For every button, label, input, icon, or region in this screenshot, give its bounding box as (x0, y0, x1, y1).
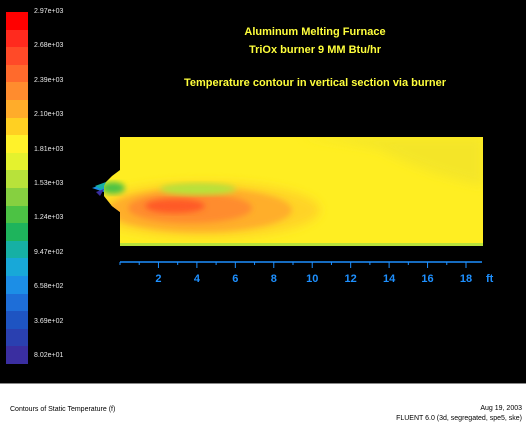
plot-area[interactable]: 2.97e+03 2.68e+03 2.39e+03 2.10e+03 1.81e+03… (0, 0, 526, 383)
temperature-contour (92, 137, 483, 246)
colorbar-label: 8.02e+01 (34, 352, 64, 359)
colorbar-segment (6, 170, 28, 189)
colorbar-label: 1.81e+03 (34, 145, 64, 153)
axis-tick-label: 8 (271, 273, 277, 285)
axis-unit-label: ft (486, 273, 494, 285)
colorbar-segment (6, 258, 28, 277)
axis-tick-label: 18 (460, 273, 472, 285)
core-flame-zone (145, 199, 205, 213)
burner-tip (92, 182, 106, 196)
colorbar (6, 12, 28, 365)
colorbar-label: 2.97e+03 (34, 8, 64, 15)
axis-tick-label: 4 (194, 273, 201, 285)
colorbar-label: 3.69e+02 (34, 317, 64, 325)
upper-right-zone (300, 137, 483, 186)
colorbar-label: 6.58e+02 (34, 283, 64, 291)
plot-description: Contours of Static Temperature (f) (10, 406, 116, 413)
title-line-3: Temperature contour in vertical section … (183, 77, 447, 89)
colorbar-segment (6, 152, 28, 171)
green-pocket (160, 183, 236, 195)
colorbar-segment (6, 100, 28, 119)
burner-jet-zone (104, 182, 125, 194)
colorbar-segment (6, 223, 28, 242)
colorbar-segment (6, 64, 28, 83)
colorbar-segment (6, 240, 28, 259)
colorbar-segment (6, 276, 28, 295)
axis-tick-label: 16 (421, 273, 433, 285)
floor-boundary (120, 243, 483, 246)
colorbar-segment (6, 311, 28, 330)
axis-tick-label: 12 (345, 273, 357, 285)
title-line-2: TriOx burner 9 MM Btu/hr (248, 44, 381, 56)
colorbar-label: 1.24e+03 (34, 214, 64, 222)
colorbar-segment (6, 205, 28, 224)
colorbar-segment (6, 12, 28, 31)
colorbar-segment (6, 82, 28, 101)
axis-tick-label: 6 (232, 273, 238, 285)
colorbar-segment (6, 328, 28, 347)
colorbar-segment (6, 47, 28, 66)
caption-bar: Contours of Static Temperature (f) Aug 1… (0, 383, 526, 428)
axis-tick-label: 10 (306, 273, 318, 285)
length-axis: 2 4 6 8 10 12 14 16 18 ft (119, 261, 494, 285)
colorbar-label: 2.10e+03 (34, 111, 64, 119)
axis-tick-label: 2 (155, 273, 161, 285)
colorbar-segment (6, 346, 28, 365)
plot-date: Aug 19, 2003 (480, 405, 522, 412)
colorbar-label: 2.68e+03 (34, 42, 64, 50)
colorbar-label: 9.47e+02 (34, 248, 64, 256)
axis-tick-label: 14 (383, 273, 396, 285)
colorbar-label: 2.39e+03 (34, 76, 64, 84)
colorbar-segment (6, 29, 28, 48)
colorbar-label: 1.53e+03 (34, 180, 64, 187)
title-line-1: Aluminum Melting Furnace (244, 26, 386, 38)
colorbar-segment (6, 117, 28, 136)
solver-info: FLUENT 6.0 (3d, segregated, spe5, ske) (396, 415, 522, 422)
colorbar-segment (6, 135, 28, 154)
colorbar-segment (6, 188, 28, 207)
colorbar-segment (6, 293, 28, 312)
